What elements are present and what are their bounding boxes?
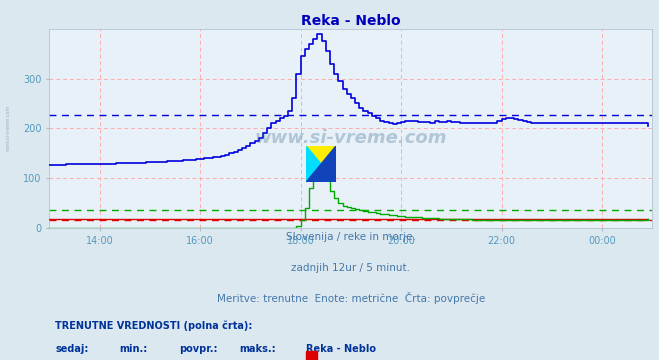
Text: TRENUTNE VREDNOSTI (polna črta):: TRENUTNE VREDNOSTI (polna črta): — [55, 320, 253, 331]
Text: sedaj:: sedaj: — [55, 343, 89, 354]
Text: Meritve: trenutne  Enote: metrične  Črta: povprečje: Meritve: trenutne Enote: metrične Črta: … — [217, 292, 485, 304]
Title: Reka - Neblo: Reka - Neblo — [301, 14, 401, 28]
Polygon shape — [306, 146, 336, 182]
Text: Slovenija / reke in morje.: Slovenija / reke in morje. — [286, 232, 416, 242]
Text: zadnjih 12ur / 5 minut.: zadnjih 12ur / 5 minut. — [291, 262, 411, 273]
Text: maks.:: maks.: — [239, 343, 276, 354]
Text: www.si-vreme.com: www.si-vreme.com — [254, 129, 447, 147]
Text: www.si-vreme.com: www.si-vreme.com — [6, 105, 11, 152]
Polygon shape — [306, 146, 336, 182]
Text: Reka - Neblo: Reka - Neblo — [306, 343, 376, 354]
Polygon shape — [306, 146, 336, 182]
Text: povpr.:: povpr.: — [179, 343, 217, 354]
Bar — [306, 351, 316, 360]
Text: min.:: min.: — [119, 343, 147, 354]
